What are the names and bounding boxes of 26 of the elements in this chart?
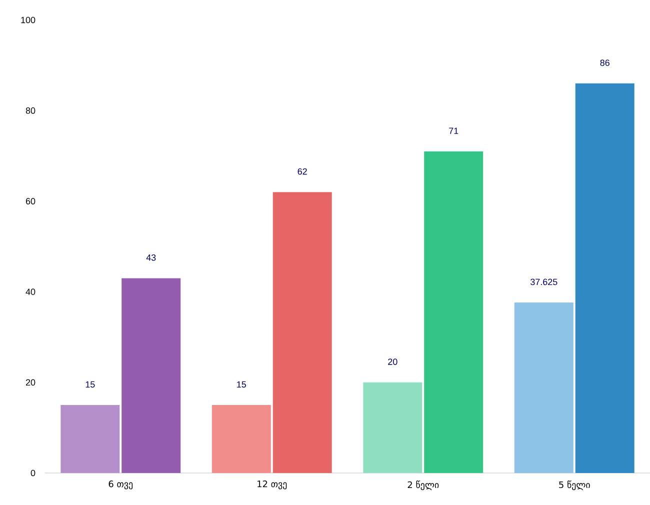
x-tick-label: 6 თვე [108,480,133,490]
y-tick-label: 0 [30,470,36,476]
y-tick-label: 100 [21,16,36,24]
bar [575,83,634,473]
y-tick-label: 80 [26,107,36,114]
data-label: 20 [388,358,398,365]
x-tick-label: 2 წელი [408,480,439,490]
bar [363,382,422,473]
bar [122,278,181,473]
y-tick-label: 20 [26,379,36,386]
y-tick-label: 60 [26,198,36,204]
data-label: 15 [237,381,246,388]
data-label: 15 [86,381,95,388]
bar [514,302,574,473]
data-label: 43 [146,254,156,261]
data-label: 86 [600,60,610,66]
x-tick-label: 12 თვე [258,480,287,490]
bar [424,151,484,473]
bar [212,405,271,473]
data-label: 37.625 [530,278,558,286]
data-label: 62 [298,168,307,175]
x-tick-label: 5 წელი [559,480,590,490]
data-label: 71 [449,128,458,134]
bar [272,192,332,473]
y-tick-label: 40 [26,288,36,295]
bar [60,405,120,473]
